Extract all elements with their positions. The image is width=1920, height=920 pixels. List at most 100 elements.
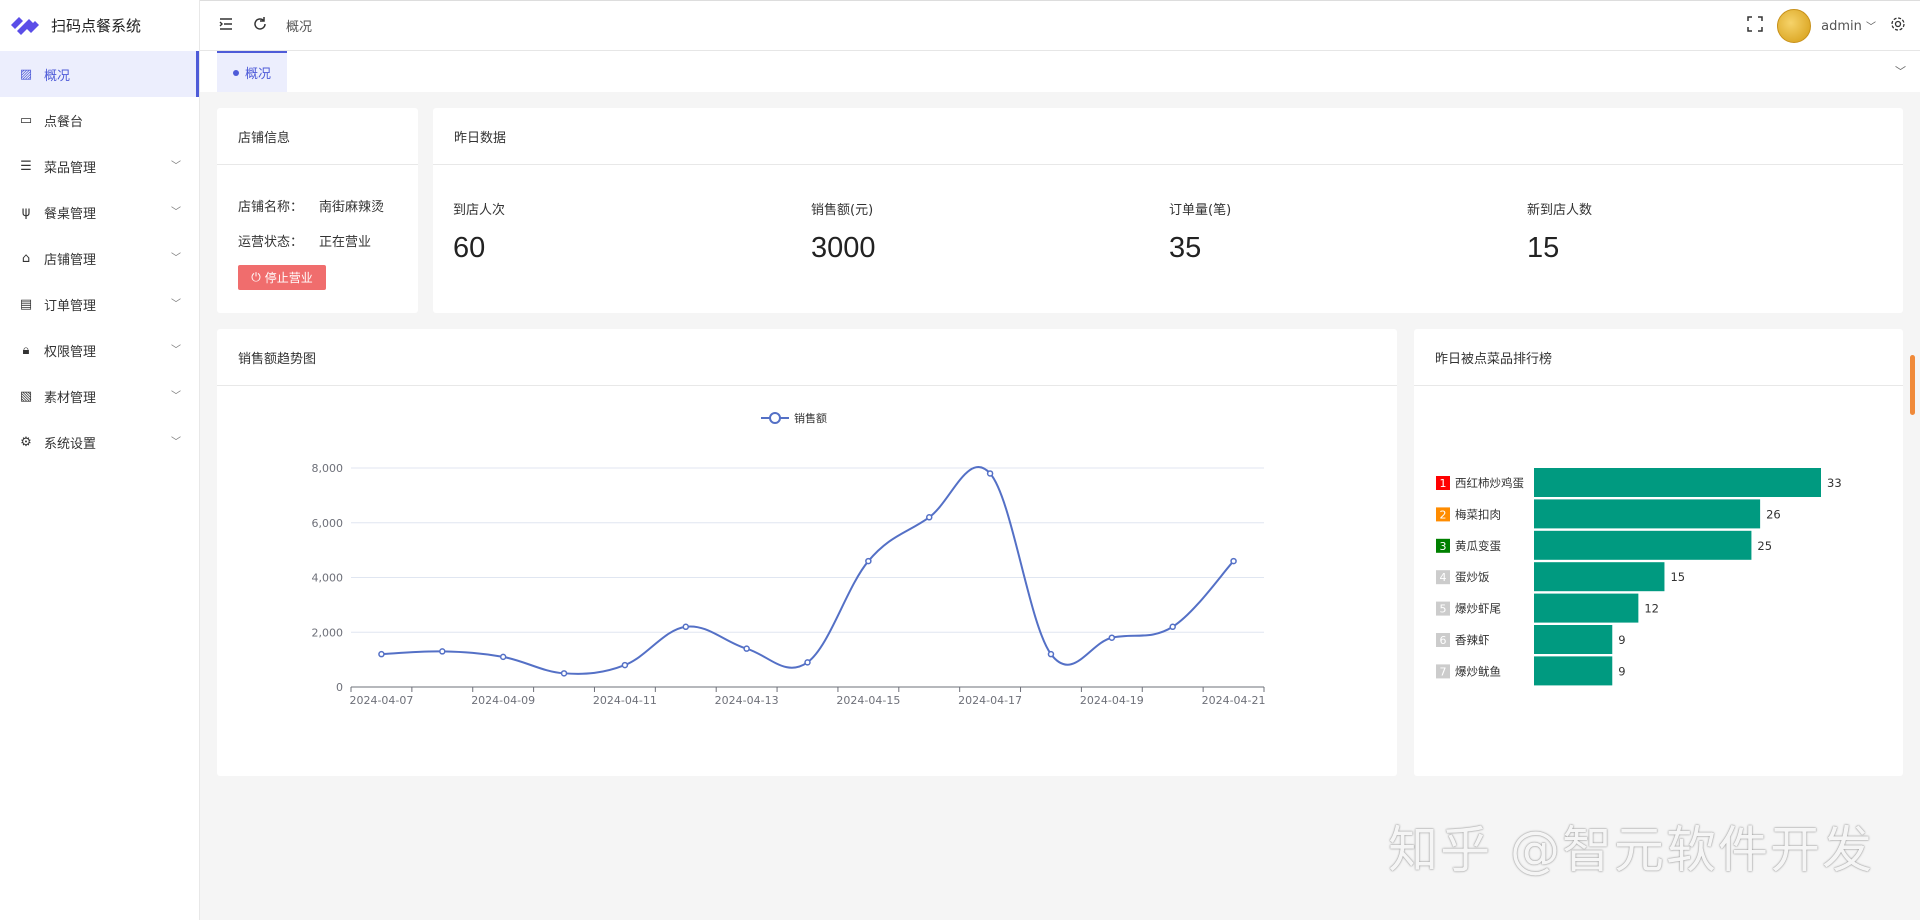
data-point[interactable] bbox=[925, 514, 933, 521]
sidebar-item-6[interactable]: 🔒︎ 权限管理 ﹀ bbox=[0, 327, 199, 373]
bar[interactable] bbox=[1534, 593, 1639, 623]
legend-label[interactable]: 销售额 bbox=[794, 411, 827, 425]
data-point[interactable] bbox=[1108, 634, 1116, 641]
y-tick-label: 4,000 bbox=[312, 572, 344, 585]
data-point[interactable] bbox=[560, 670, 568, 677]
stat-value: 60 bbox=[453, 232, 486, 264]
menu-icon: ☰ bbox=[20, 158, 32, 174]
sidebar-item-3[interactable]: ψ 餐桌管理 ﹀ bbox=[0, 189, 199, 235]
rank-badge bbox=[1436, 570, 1450, 585]
settings-gear-icon[interactable] bbox=[1890, 16, 1906, 36]
sidebar-item-label: 概况 bbox=[44, 68, 71, 84]
image-icon: ▧ bbox=[19, 388, 33, 404]
bar-value-label: 26 bbox=[1766, 507, 1781, 521]
store-name-label: 店铺名称： bbox=[238, 200, 304, 215]
data-point[interactable] bbox=[804, 659, 811, 666]
rank-badge bbox=[1436, 538, 1450, 553]
sidebar-item-label: 订单管理 bbox=[44, 298, 97, 314]
scrollbar-thumb[interactable] bbox=[1910, 355, 1915, 415]
sidebar-item-0[interactable]: ▨ 概况 bbox=[0, 51, 199, 97]
lock-icon: 🔒︎ bbox=[22, 342, 30, 358]
bar[interactable] bbox=[1534, 499, 1761, 529]
dish-name-label: 爆炒虾尾 bbox=[1455, 602, 1501, 616]
sidebar-item-label: 系统设置 bbox=[44, 436, 97, 452]
bar-value-label: 9 bbox=[1618, 664, 1625, 678]
sidebar-item-label: 点餐台 bbox=[44, 114, 84, 130]
sidebar-item-4[interactable]: ⌂ 店铺管理 ﹀ bbox=[0, 235, 199, 281]
x-tick-label: 2024-04-13 bbox=[715, 694, 779, 707]
data-point[interactable] bbox=[1047, 650, 1055, 658]
data-point[interactable] bbox=[439, 648, 446, 655]
dish-ranking-card: 昨日被点菜品排行榜 1 西红柿炒鸡蛋 33 2 梅菜扣肉 26 3 黄瓜变蛋 25 4 蛋炒饭 15 5… bbox=[1414, 329, 1903, 776]
stat-label: 到店人次 bbox=[453, 203, 506, 218]
sales-line-chart: 0 2,000 4,000 6,000 8,000 2024-04-07 2024-04-0… bbox=[312, 411, 1266, 707]
fullscreen-icon[interactable] bbox=[1747, 16, 1763, 36]
breadcrumb: 概况 bbox=[286, 20, 313, 35]
rank-number: 2 bbox=[1440, 508, 1447, 521]
sidebar-item-7[interactable]: ▧ 素材管理 ﹀ bbox=[0, 373, 199, 419]
rank-number: 3 bbox=[1440, 540, 1447, 553]
rank-number: 7 bbox=[1440, 665, 1447, 678]
data-point[interactable] bbox=[865, 557, 872, 565]
chevron-down-icon: ﹀ bbox=[171, 207, 181, 218]
data-point[interactable] bbox=[621, 661, 629, 669]
collapse-menu-icon[interactable] bbox=[218, 17, 234, 35]
rank-number: 4 bbox=[1440, 571, 1447, 584]
data-point[interactable] bbox=[682, 623, 690, 631]
store-name-value: 南街麻辣烫 bbox=[319, 200, 385, 215]
dish-name-label: 梅菜扣肉 bbox=[1455, 507, 1501, 521]
avatar[interactable] bbox=[1777, 9, 1812, 43]
x-tick-label: 2024-04-09 bbox=[471, 694, 535, 707]
y-tick-label: 0 bbox=[336, 681, 343, 694]
sales-trend-card: 销售额趋势图 0 2,000 4,000 6,000 8,000 2024-04-07 20… bbox=[217, 329, 1397, 776]
gear-icon: ⚙ bbox=[20, 434, 32, 450]
rank-badge bbox=[1436, 664, 1450, 679]
tab-overview[interactable]: 概况 bbox=[217, 51, 287, 92]
stop-button-label: 停止营业 bbox=[264, 271, 313, 285]
document-icon: ▤ bbox=[19, 296, 33, 312]
rank-badge bbox=[1436, 601, 1450, 616]
card-title: 销售额趋势图 bbox=[217, 329, 1397, 386]
data-point[interactable] bbox=[743, 645, 750, 652]
y-tick-label: 6,000 bbox=[312, 517, 344, 530]
bar[interactable] bbox=[1534, 468, 1821, 497]
sidebar-item-5[interactable]: ▤ 订单管理 ﹀ bbox=[0, 281, 199, 327]
sidebar-item-label: 餐桌管理 bbox=[44, 206, 97, 222]
bar[interactable] bbox=[1534, 562, 1665, 592]
bar-value-label: 33 bbox=[1827, 476, 1842, 490]
data-point[interactable] bbox=[986, 470, 994, 477]
refresh-icon[interactable] bbox=[252, 16, 268, 36]
chart-icon: ▨ bbox=[19, 66, 33, 82]
rank-number: 1 bbox=[1440, 477, 1447, 490]
data-point[interactable] bbox=[1230, 557, 1237, 565]
top-header: 概况 admin ﹀ bbox=[200, 0, 1920, 51]
data-point[interactable] bbox=[378, 650, 385, 658]
bar[interactable] bbox=[1534, 530, 1752, 560]
dish-name-label: 香辣虾 bbox=[1455, 633, 1490, 647]
user-menu[interactable]: admin ﹀ bbox=[1821, 18, 1876, 34]
rank-badge bbox=[1436, 476, 1450, 490]
monitor-icon: ▭ bbox=[19, 112, 33, 128]
dish-name-label: 爆炒鱿鱼 bbox=[1455, 664, 1501, 678]
bar[interactable] bbox=[1534, 625, 1613, 654]
data-point[interactable] bbox=[499, 653, 507, 661]
sidebar-item-label: 店铺管理 bbox=[44, 252, 97, 268]
x-tick-label: 2024-04-11 bbox=[593, 694, 657, 707]
sidebar-item-2[interactable]: ☰ 菜品管理 ﹀ bbox=[0, 143, 199, 189]
tabs-dropdown-chevron-icon[interactable]: ﹀ bbox=[1895, 65, 1906, 78]
stop-business-button[interactable]: ⏻ 停止营业 bbox=[238, 265, 326, 290]
sidebar-item-1[interactable]: ▭ 点餐台 bbox=[0, 97, 199, 143]
sidebar-item-8[interactable]: ⚙ 系统设置 ﹀ bbox=[0, 419, 199, 465]
bar[interactable] bbox=[1534, 656, 1613, 686]
stat-label: 新到店人数 bbox=[1527, 203, 1593, 218]
x-tick-label: 2024-04-07 bbox=[349, 694, 413, 707]
sidebar-item-label: 菜品管理 bbox=[44, 160, 97, 176]
tab-label: 概况 bbox=[244, 67, 271, 82]
stat-value: 3000 bbox=[811, 232, 876, 264]
rank-number: 6 bbox=[1440, 634, 1447, 647]
logo-icon bbox=[11, 16, 39, 35]
store-icon: ⌂ bbox=[21, 250, 31, 266]
data-point[interactable] bbox=[1169, 623, 1176, 631]
x-tick-label: 2024-04-17 bbox=[958, 694, 1022, 707]
app-logo[interactable]: 扫码点餐系统 bbox=[0, 0, 199, 51]
